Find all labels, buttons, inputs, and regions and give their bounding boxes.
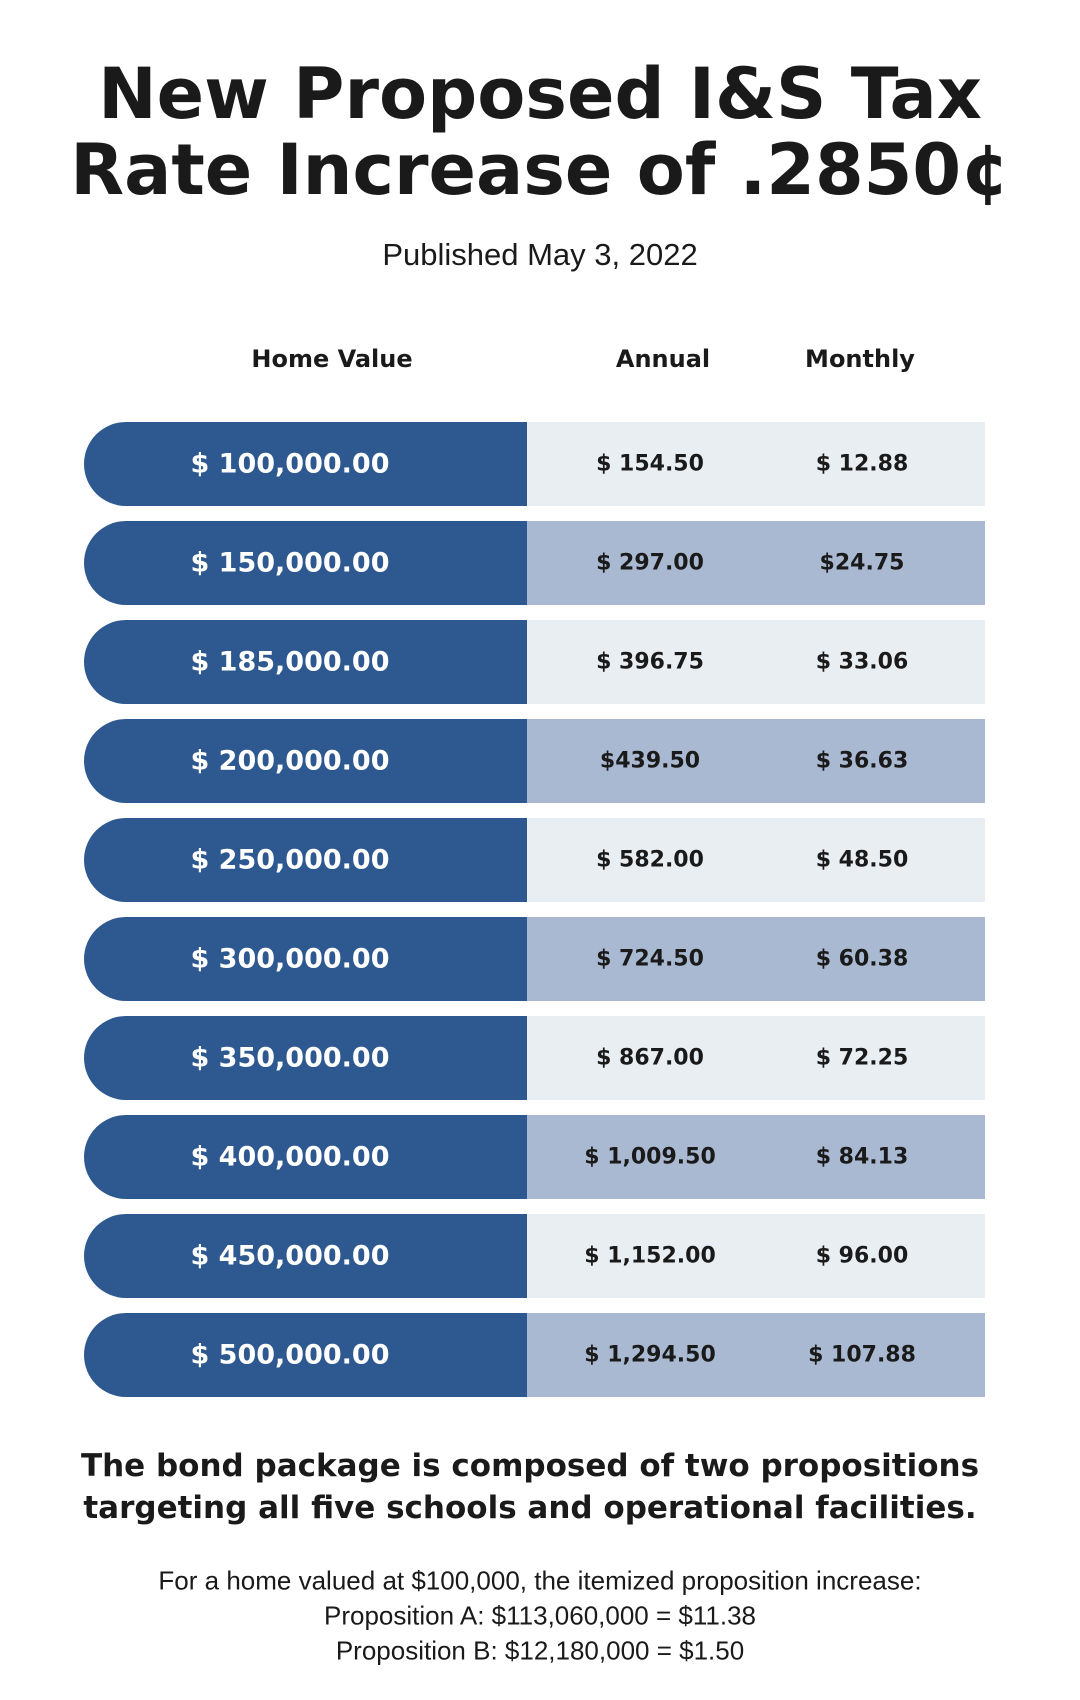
title-line: Rate Increase of .2850¢ (70, 129, 1010, 211)
note-line: Proposition A: $113,060,000 = $11.38 (324, 1600, 756, 1631)
monthly-amount: $ 12.88 (815, 451, 909, 477)
home-value-band (84, 1313, 527, 1397)
home-value: $ 500,000.00 (190, 1339, 390, 1371)
home-value: $ 450,000.00 (190, 1240, 390, 1272)
amount-band (527, 422, 985, 506)
annual-amount: $ 297.00 (596, 550, 704, 576)
home-value: $ 185,000.00 (190, 646, 390, 678)
home-value: $ 250,000.00 (190, 844, 390, 876)
monthly-amount: $ 107.88 (808, 1342, 916, 1368)
table-row: $ 400,000.00 $ 1,009.50 $ 84.13 (84, 1115, 985, 1199)
home-value: $ 150,000.00 (190, 547, 390, 579)
home-value-band (84, 1115, 527, 1199)
column-header: Annual (615, 345, 711, 373)
amount-band (527, 1214, 985, 1298)
amount-band (527, 620, 985, 704)
monthly-amount: $24.75 (819, 550, 905, 576)
table-row: $ 500,000.00 $ 1,294.50 $ 107.88 (84, 1313, 985, 1397)
table-row: $ 350,000.00 $ 867.00 $ 72.25 (84, 1016, 985, 1100)
note-line: For a home valued at $100,000, the itemi… (158, 1565, 922, 1596)
column-header: Home Value (251, 345, 413, 373)
amount-band (527, 719, 985, 803)
annual-amount: $ 1,009.50 (584, 1144, 716, 1170)
table-row: $ 150,000.00 $ 297.00 $24.75 (84, 521, 985, 605)
note-line: Proposition B: $12,180,000 = $1.50 (335, 1635, 745, 1666)
amount-band (527, 1016, 985, 1100)
home-value-band (84, 422, 527, 506)
amount-band (527, 1115, 985, 1199)
annual-amount: $ 396.75 (596, 649, 704, 675)
home-value: $ 200,000.00 (190, 745, 390, 777)
table-row: $ 185,000.00 $ 396.75 $ 33.06 (84, 620, 985, 704)
annual-amount: $ 1,294.50 (584, 1342, 716, 1368)
title-line: New Proposed I&S Tax (98, 53, 982, 135)
home-value-band (84, 1214, 527, 1298)
monthly-amount: $ 84.13 (815, 1144, 909, 1170)
home-value-band (84, 917, 527, 1001)
amount-band (527, 1313, 985, 1397)
table-row: $ 250,000.00 $ 582.00 $ 48.50 (84, 818, 985, 902)
column-header: Monthly (805, 345, 915, 373)
monthly-amount: $ 48.50 (815, 847, 909, 873)
annual-amount: $ 1,152.00 (584, 1243, 716, 1269)
amount-band (527, 818, 985, 902)
home-value-band (84, 521, 527, 605)
subtitle: Published May 3, 2022 (382, 237, 698, 272)
table-row: $ 100,000.00 $ 154.50 $ 12.88 (84, 422, 985, 506)
annual-amount: $439.50 (599, 748, 701, 774)
home-value-band (84, 1016, 527, 1100)
table-row: $ 200,000.00 $439.50 $ 36.63 (84, 719, 985, 803)
monthly-amount: $ 33.06 (815, 649, 909, 675)
home-value-band (84, 818, 527, 902)
summary-line: targeting all five schools and operation… (83, 1490, 977, 1526)
monthly-amount: $ 36.63 (815, 748, 909, 774)
monthly-amount: $ 72.25 (815, 1045, 909, 1071)
monthly-amount: $ 96.00 (815, 1243, 909, 1269)
annual-amount: $ 154.50 (596, 451, 704, 477)
annual-amount: $ 867.00 (596, 1045, 704, 1071)
summary-line: The bond package is composed of two prop… (80, 1448, 980, 1484)
home-value: $ 300,000.00 (190, 943, 390, 975)
annual-amount: $ 724.50 (596, 946, 704, 972)
home-value: $ 100,000.00 (190, 448, 390, 480)
table-row: $ 450,000.00 $ 1,152.00 $ 96.00 (84, 1214, 985, 1298)
amount-band (527, 917, 985, 1001)
annual-amount: $ 582.00 (596, 847, 704, 873)
table-row: $ 300,000.00 $ 724.50 $ 60.38 (84, 917, 985, 1001)
home-value: $ 400,000.00 (190, 1141, 390, 1173)
home-value: $ 350,000.00 (190, 1042, 390, 1074)
amount-band (527, 521, 985, 605)
monthly-amount: $ 60.38 (815, 946, 909, 972)
home-value-band (84, 719, 527, 803)
home-value-band (84, 620, 527, 704)
